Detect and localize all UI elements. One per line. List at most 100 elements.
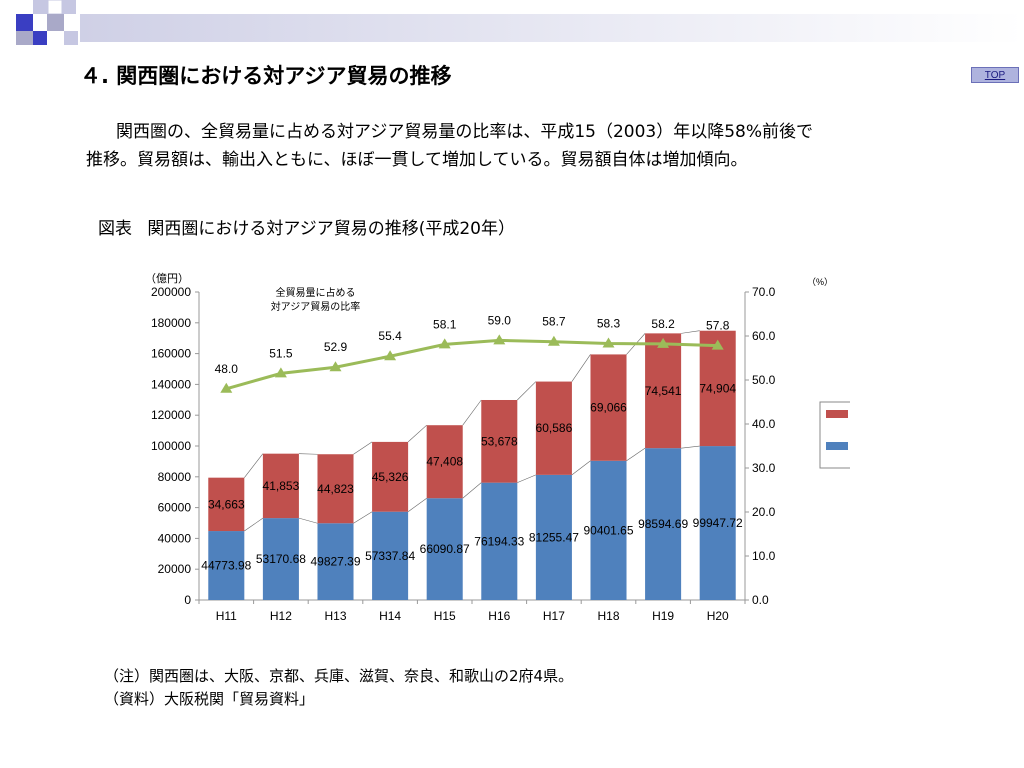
import-bar [645,333,682,449]
right-axis-tick-label: 40.0 [752,417,776,431]
import-data-label: 47,408 [426,455,463,469]
series-connector-line [298,453,318,455]
export-data-label: 49827.39 [310,555,360,569]
export-bar [645,448,682,600]
export-bar [208,531,245,600]
series-connector-line [244,453,264,478]
series-connector-line [462,399,482,426]
ratio-series-name: 全貿易量に占める [276,286,356,299]
ratio-data-label: 59.0 [488,313,512,327]
right-axis-tick-label: 70.0 [752,285,776,299]
export-bar [535,474,572,600]
header-decoration [0,0,1024,45]
series-connector-line [517,381,537,401]
export-data-label: 81255.47 [529,530,579,544]
x-axis-tick-label: H20 [707,609,729,623]
import-data-label: 74,904 [699,381,736,395]
import-bar [699,330,736,447]
series-connector-line [626,447,646,462]
x-axis-tick-label: H16 [488,609,510,623]
series-connector-line [571,460,591,476]
top-link-button[interactable]: TOP [971,67,1019,83]
ratio-line [225,338,718,391]
series-connector-line [681,445,700,449]
export-data-label: 66090.87 [420,542,470,556]
ratio-data-label: 58.7 [542,315,566,329]
import-bar [317,454,354,524]
ratio-data-label: 58.1 [433,317,457,331]
trade-chart: 0 20000 40000 60000 80000 100000 120000 140000 1… [145,272,850,623]
import-bar [535,381,572,475]
import-bar [481,399,518,483]
right-axis-tick-label: 20.0 [752,505,776,519]
series-connector-line [353,441,373,455]
left-axis-tick-label: 80000 [158,470,192,484]
ratio-marker [329,361,342,372]
right-axis-tick-label: 50.0 [752,373,776,387]
left-axis-unit: （億円） [145,272,189,285]
x-axis-tick-label: H13 [324,609,346,623]
x-axis-tick-label: H17 [543,609,565,623]
left-axis-tick-label: 140000 [151,377,191,391]
page-title: ４. 関西圏における対アジア貿易の推移 [80,64,452,88]
left-axis-tick-label: 20000 [158,562,192,576]
right-axis-tick-label: 30.0 [752,461,776,475]
series-connector-line [681,330,700,334]
series-connector-line [517,474,536,483]
note-text: （注）関西圏は、大阪、京都、兵庫、滋賀、奈良、和歌山の2府4県。 [104,667,574,685]
import-bar [426,425,463,499]
left-axis-tick-label: 100000 [151,439,191,453]
x-axis-tick-label: H12 [270,609,292,623]
export-bar [372,511,409,600]
export-data-label: 76194.33 [474,534,524,548]
ratio-marker [438,338,451,349]
ratio-marker [657,337,670,348]
right-axis-unit: （%） [807,277,833,287]
figure-caption: 関西圏における対アジア貿易の推移(平成20年） [147,219,515,239]
export-data-label: 44773.98 [201,559,251,573]
x-axis-tick-label: H18 [597,609,619,623]
ratio-data-label: 55.4 [378,329,402,343]
export-bar [426,498,463,600]
right-axis-tick-label: 60.0 [752,329,776,343]
export-bar [317,523,354,600]
series-connector-line [353,511,373,524]
figure-title: 図表 関西圏における対アジア貿易の推移(平成20年） [98,214,515,239]
ratio-series-name: 対アジア貿易の比率 [271,300,361,313]
ratio-data-label: 52.9 [324,340,348,354]
export-data-label: 90401.65 [583,523,633,537]
export-bar [262,518,299,600]
series-connector-line [407,497,427,512]
x-axis-tick-label: H14 [379,609,401,623]
x-axis-tick-label: H19 [652,609,674,623]
import-data-label: 41,853 [263,479,300,493]
import-bar [262,453,299,519]
series-connector-line [407,424,427,443]
x-axis-tick-label: H15 [434,609,456,623]
series-connector-line [571,354,591,382]
legend-swatch [826,442,848,450]
export-bar [699,446,736,600]
summary-line-1: 関西圏の、全貿易量に占める対アジア貿易量の比率は、平成15（2003）年以降58… [116,122,813,142]
left-axis-tick-label: 40000 [158,531,192,545]
import-bar [372,441,409,512]
ratio-data-label: 58.3 [597,316,621,330]
export-data-label: 99947.72 [693,516,743,530]
import-bar [590,354,627,461]
legend-swatch [826,410,848,418]
left-axis-tick-label: 60000 [158,501,192,515]
right-axis-tick-label: 10.0 [752,549,776,563]
export-data-label: 53170.68 [256,552,306,566]
ratio-marker [602,337,615,348]
left-axis-tick-label: 0 [184,593,191,607]
export-data-label: 98594.69 [638,517,688,531]
ratio-marker [384,350,397,361]
import-data-label: 74,541 [645,384,682,398]
ratio-marker [547,335,560,346]
import-bar [208,477,245,532]
footnotes: （注）関西圏は、大阪、京都、兵庫、滋賀、奈良、和歌山の2府4県。 （資料）大阪税… [104,665,573,711]
ratio-marker [274,367,287,378]
source-text: （資料）大阪税関「貿易資料」 [104,690,315,708]
summary-paragraph: 関西圏の、全貿易量に占める対アジア貿易量の比率は、平成15（2003）年以降58… [86,118,986,174]
ratio-data-label: 57.8 [706,319,730,333]
